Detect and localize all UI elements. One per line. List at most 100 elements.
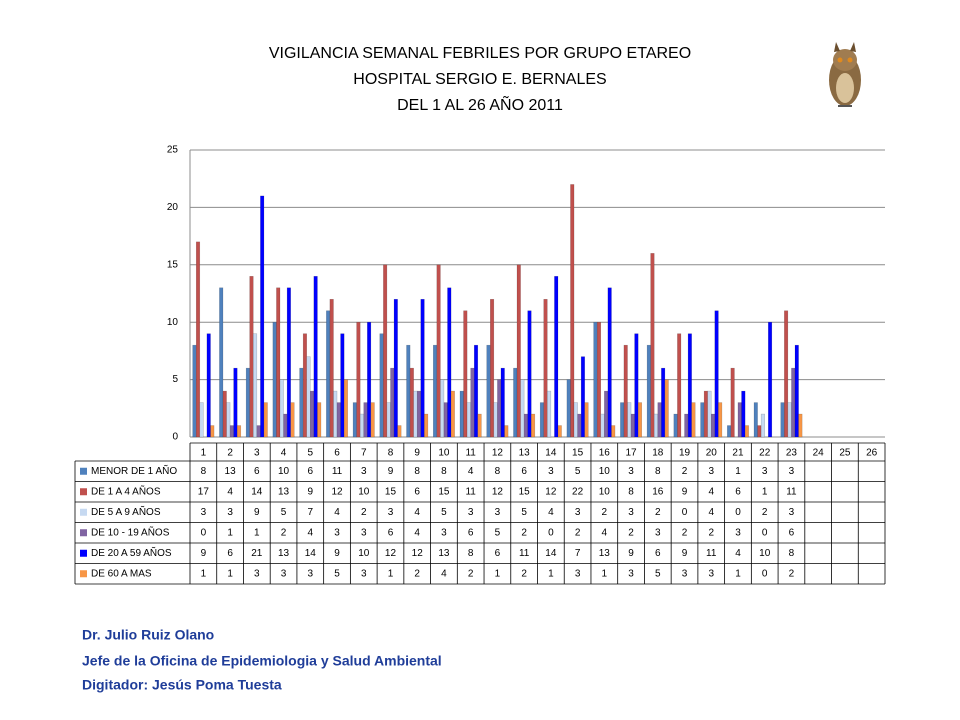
bar [539,402,544,438]
legend-key [80,570,87,578]
table-cell: 3 [254,568,260,579]
table-cell: 1 [602,568,608,579]
table-cell: 1 [227,527,233,538]
bar [687,333,692,438]
bar [753,402,758,438]
bar [370,402,375,438]
bar [470,367,475,438]
bar [794,344,799,438]
bar [286,287,291,438]
legend-label: DE 1 A 4 AÑOS [91,484,161,497]
x-tick-label: 17 [625,448,637,459]
owl-logo [829,42,861,107]
table-cell: 5 [655,568,661,579]
table-cell: 6 [521,466,527,477]
table-cell: 8 [201,466,207,477]
bar [210,425,215,438]
bar [557,425,562,438]
bar [302,333,307,438]
x-tick-label: 25 [839,448,851,459]
bar [566,379,571,438]
x-tick-label: 16 [599,448,611,459]
bar [504,425,509,438]
table-cell: 3 [334,527,340,538]
bar [409,367,414,438]
bar [703,390,708,438]
bar [630,413,635,438]
legend-key [80,508,87,516]
bar [383,264,388,438]
bar [593,321,598,438]
bar [379,333,384,438]
y-tick-label: 5 [172,374,178,385]
bar [768,321,773,438]
bar [317,402,322,438]
legend-label: DE 10 - 19 AÑOS [91,525,170,538]
bar [711,413,716,438]
table-cell: 4 [414,527,420,538]
bar [611,425,616,438]
table-cell: 1 [495,568,501,579]
table-cell: 9 [308,486,314,497]
legend-key [80,529,87,537]
bar [192,344,197,438]
bar [607,287,612,438]
table-cell: 3 [708,466,714,477]
bar [684,413,689,438]
table-cell: 2 [655,507,661,518]
table-cell: 11 [332,466,343,477]
table-cell: 3 [468,507,474,518]
table-cell: 4 [334,507,340,518]
x-tick-label: 6 [334,448,340,459]
table-cell: 2 [361,507,367,518]
bar [256,425,261,438]
table-cell: 12 [545,486,557,497]
x-tick-label: 14 [545,448,557,459]
table-cell: 17 [198,486,210,497]
table-cell: 15 [438,486,450,497]
table-cell: 10 [599,466,611,477]
table-cell: 11 [786,486,797,497]
bar [443,402,448,438]
bar [516,264,521,438]
x-tick-label: 13 [519,448,531,459]
table-cell: 6 [495,548,501,559]
table-cell: 3 [735,527,741,538]
legend-label: MENOR DE 1 AÑO [91,464,177,477]
bar [547,390,552,438]
table-cell: 3 [762,466,768,477]
table-cell: 2 [682,466,688,477]
table-cell: 4 [602,527,608,538]
bar [493,402,498,438]
bar [226,402,231,438]
table-cell: 3 [361,568,367,579]
chart-title: VIGILANCIA SEMANAL FEBRILES POR GRUPO ET… [269,45,691,62]
table-cell: 6 [308,466,314,477]
bar [424,413,429,438]
bar [700,402,705,438]
bar [329,298,334,438]
bar [283,413,288,438]
table-cell: 2 [628,527,634,538]
table-cell: 8 [495,466,501,477]
table-cell: 5 [281,507,287,518]
bar [272,321,277,438]
bar [527,310,532,438]
table-cell: 13 [278,486,290,497]
table-cell: 11 [706,548,717,559]
bar [513,367,518,438]
bar [664,379,669,438]
legend-label: DE 60 A MAS [91,568,152,579]
table-cell: 2 [281,527,287,538]
table-cell: 5 [495,527,501,538]
table-cell: 1 [735,466,741,477]
bar [791,367,796,438]
table-cell: 9 [201,548,207,559]
table-cell: 10 [358,548,370,559]
bar [397,425,402,438]
bar [299,367,304,438]
bar [450,390,455,438]
bar [436,264,441,438]
bar [229,425,234,438]
table-cell: 9 [682,486,688,497]
